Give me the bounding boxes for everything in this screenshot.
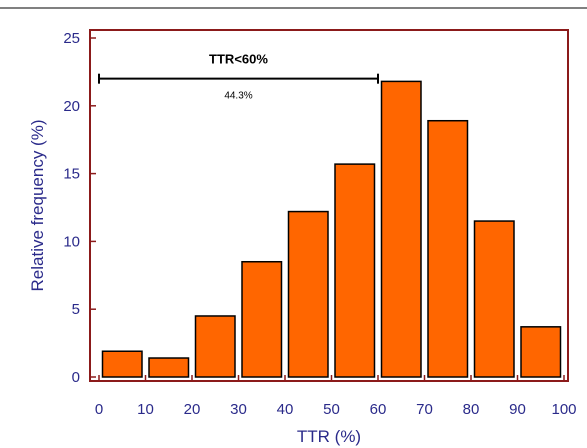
x-tick-label: 0 (95, 401, 103, 418)
plot-frame (89, 29, 569, 382)
bar-20-30 (194, 315, 236, 378)
bar-0-10 (101, 350, 143, 378)
bar-80-90 (473, 220, 515, 378)
y-axis-ticks: 0 5 10 15 20 25 (63, 30, 96, 386)
annotation-label: TTR<60% (209, 52, 268, 67)
bar-40-50 (287, 210, 329, 378)
x-tick-label: 20 (184, 401, 201, 418)
y-tick-label: 5 (72, 301, 80, 318)
x-tick-label: 10 (137, 401, 154, 418)
x-tick-label: 90 (509, 401, 526, 418)
annotation-value-label: 44.3% (224, 91, 252, 102)
bar-10-20 (148, 357, 190, 378)
y-tick-label: 0 (72, 369, 80, 386)
y-tick-label: 10 (63, 233, 80, 250)
annotation: TTR<60% 44.3% (98, 52, 379, 102)
x-axis-ticks: 0 10 20 30 40 50 60 70 80 90 100 (95, 375, 577, 418)
bar-30-40 (241, 260, 283, 378)
bar-70-80 (427, 119, 469, 378)
y-tick-label: 20 (63, 98, 80, 115)
x-tick-label: 100 (551, 401, 576, 418)
x-tick-label: 70 (416, 401, 433, 418)
x-tick-label: 80 (463, 401, 480, 418)
x-axis-title: TTR (%) (297, 427, 361, 446)
x-tick-label: 30 (230, 401, 247, 418)
x-tick-label: 60 (370, 401, 387, 418)
bars (101, 80, 562, 378)
bar-50-60 (334, 163, 376, 378)
bar-60-70 (380, 80, 422, 378)
y-tick-label: 25 (63, 30, 80, 47)
bar-90-100 (520, 326, 562, 378)
y-axis-title: Relative frequency (%) (28, 120, 47, 292)
x-tick-label: 40 (277, 401, 294, 418)
x-tick-label: 50 (323, 401, 340, 418)
y-tick-label: 15 (63, 166, 80, 183)
